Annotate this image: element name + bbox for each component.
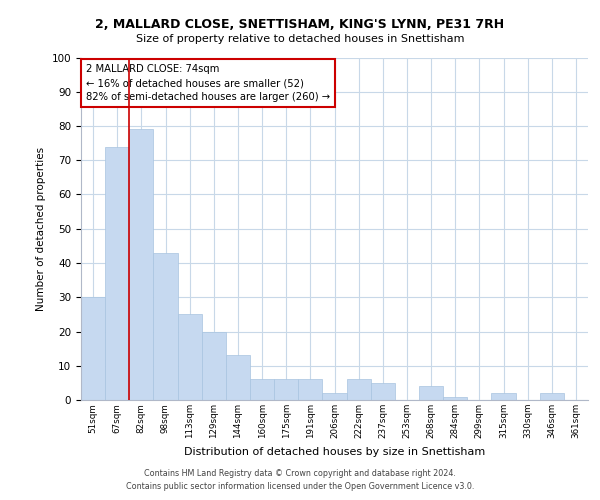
Text: 2 MALLARD CLOSE: 74sqm
← 16% of detached houses are smaller (52)
82% of semi-det: 2 MALLARD CLOSE: 74sqm ← 16% of detached… [86, 64, 330, 102]
Bar [347, 380, 371, 400]
Bar [419, 386, 443, 400]
Bar [154, 252, 178, 400]
Bar [202, 332, 226, 400]
Bar [298, 380, 322, 400]
Bar [443, 396, 467, 400]
Bar [226, 356, 250, 400]
Bar [178, 314, 202, 400]
Text: Size of property relative to detached houses in Snettisham: Size of property relative to detached ho… [136, 34, 464, 44]
Y-axis label: Number of detached properties: Number of detached properties [36, 146, 46, 311]
Bar [540, 393, 564, 400]
Bar [81, 297, 105, 400]
Bar [491, 393, 515, 400]
Bar [129, 130, 154, 400]
Bar [371, 383, 395, 400]
Text: Contains HM Land Registry data © Crown copyright and database right 2024.
Contai: Contains HM Land Registry data © Crown c… [126, 470, 474, 491]
Bar [105, 146, 129, 400]
Bar [274, 380, 298, 400]
Bar [250, 380, 274, 400]
Text: 2, MALLARD CLOSE, SNETTISHAM, KING'S LYNN, PE31 7RH: 2, MALLARD CLOSE, SNETTISHAM, KING'S LYN… [95, 18, 505, 30]
X-axis label: Distribution of detached houses by size in Snettisham: Distribution of detached houses by size … [184, 446, 485, 456]
Bar [322, 393, 347, 400]
